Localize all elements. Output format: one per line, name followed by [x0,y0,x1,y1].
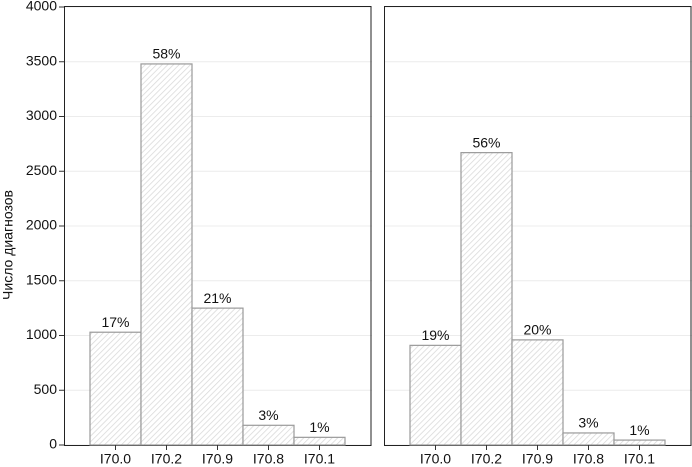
value-label: 58% [152,46,180,62]
x-tick-label: I70.2 [471,451,502,467]
bar [460,152,513,446]
value-label: 20% [523,322,551,338]
x-tick-label: I70.8 [573,451,604,467]
y-tick-label: 500 [34,381,58,397]
value-label: 3% [258,407,278,423]
bar [613,439,666,446]
x-tick-label: I70.9 [202,451,233,467]
x-tick-label: I70.9 [522,451,553,467]
x-tick-label: I70.1 [624,451,655,467]
bar [242,424,295,446]
value-label: 3% [578,415,598,431]
bar [562,432,615,446]
bar [409,344,462,446]
x-tick-label: I70.0 [100,451,131,467]
y-tick-label: 2000 [26,217,57,233]
value-label: 19% [421,327,449,343]
value-label: 21% [203,290,231,306]
x-tick-label: I70.8 [253,451,284,467]
bar [511,339,564,446]
x-tick-label: I70.1 [304,451,335,467]
value-label: 1% [629,422,649,438]
y-tick-label: 1500 [26,271,57,287]
bar [140,63,193,446]
y-tick-label: 1000 [26,326,57,342]
y-tick-label: 3500 [26,52,57,68]
bar [191,307,244,446]
bar [293,436,346,446]
value-label: 56% [472,134,500,150]
value-label: 17% [101,314,129,330]
y-tick-label: 2500 [26,162,57,178]
y-tick-label: 3000 [26,107,57,123]
bar [89,331,142,446]
value-label: 1% [309,419,329,435]
x-tick-label: I70.2 [151,451,182,467]
x-tick-label: I70.0 [420,451,451,467]
y-tick-label: 0 [49,436,57,452]
y-axis-label: Число диагнозов [0,190,16,300]
y-tick-label: 4000 [26,0,57,14]
